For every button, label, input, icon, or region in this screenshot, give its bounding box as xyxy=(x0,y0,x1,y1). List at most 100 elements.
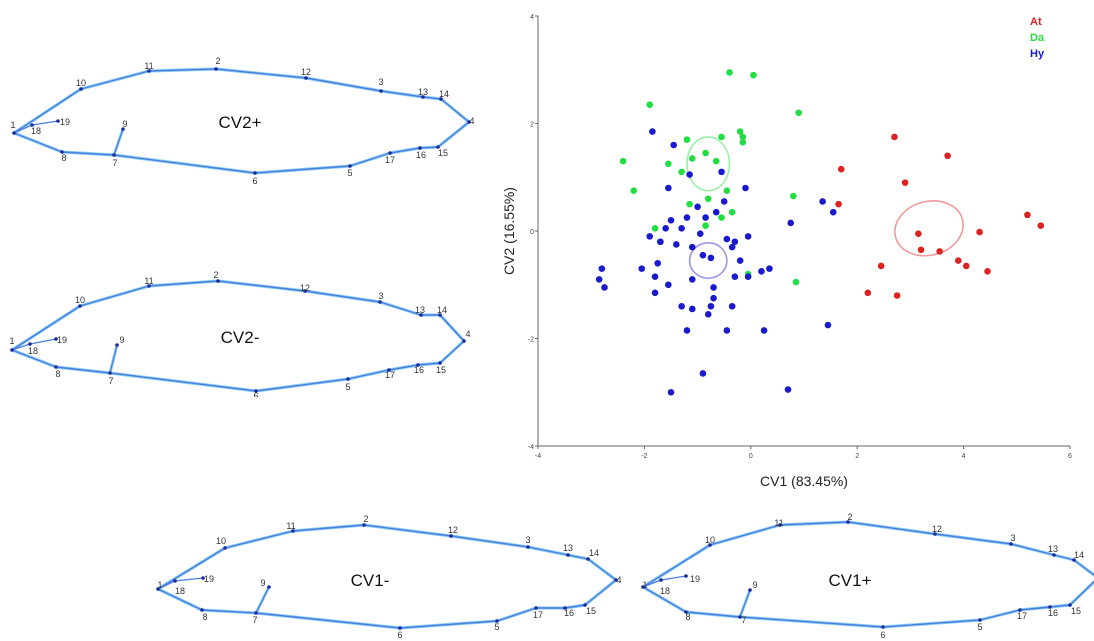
landmark-label-13: 13 xyxy=(415,305,425,315)
legend-da: Da xyxy=(1030,32,1045,44)
point-da xyxy=(736,128,744,135)
landmark-16 xyxy=(418,146,422,150)
landmark-8 xyxy=(684,610,688,614)
point-hy xyxy=(702,214,709,221)
landmark-7 xyxy=(112,153,116,157)
landmark-label-14: 14 xyxy=(439,89,449,99)
point-hy xyxy=(662,225,669,232)
point-hy xyxy=(638,265,646,272)
landmark-14 xyxy=(1072,558,1076,562)
segment-7-9 xyxy=(255,586,270,614)
landmark-17 xyxy=(534,606,538,610)
segment-18-19 xyxy=(29,338,57,345)
landmark-label-3: 3 xyxy=(378,291,383,301)
landmark-label-18: 18 xyxy=(660,586,670,596)
point-da xyxy=(792,278,800,286)
landmark-label-19: 19 xyxy=(690,574,700,584)
landmark-label-10: 10 xyxy=(216,536,226,546)
x-tick-label: -2 xyxy=(641,453,647,460)
landmark-label-19: 19 xyxy=(60,117,70,127)
landmark-7 xyxy=(738,615,742,619)
point-hy xyxy=(649,128,656,135)
point-hy xyxy=(704,311,712,318)
point-hy xyxy=(819,198,826,205)
point-da xyxy=(739,133,747,141)
landmark-18 xyxy=(659,578,663,582)
landmark-5 xyxy=(495,619,499,623)
confidence-ellipse-at xyxy=(894,200,964,257)
landmark-18 xyxy=(30,123,34,127)
landmark-label-16: 16 xyxy=(1048,608,1058,618)
x-axis-label: CV1 (83.45%) xyxy=(760,473,848,489)
y-axis-label: CV2 (16.55%) xyxy=(501,187,517,275)
landmark-label-3: 3 xyxy=(378,77,383,87)
segment-18-19 xyxy=(174,577,204,582)
landmark-2 xyxy=(214,67,218,71)
point-hy xyxy=(657,238,664,246)
point-hy xyxy=(678,302,685,310)
landmark-17 xyxy=(388,151,392,155)
landmark-label-3: 3 xyxy=(1010,533,1015,543)
point-at xyxy=(1024,211,1031,219)
landmark-1 xyxy=(156,587,160,591)
shape-title: CV2- xyxy=(221,328,260,347)
point-at xyxy=(917,246,925,254)
landmark-15 xyxy=(436,145,440,149)
point-hy xyxy=(688,305,696,313)
landmark-label-7: 7 xyxy=(108,376,113,386)
point-hy xyxy=(766,265,773,272)
point-hy xyxy=(654,259,661,267)
point-hy xyxy=(651,273,659,280)
landmark-13 xyxy=(1052,553,1056,557)
point-hy xyxy=(688,243,696,251)
point-hy xyxy=(742,184,749,192)
landmark-label-2: 2 xyxy=(363,514,368,524)
point-da xyxy=(712,157,720,165)
point-hy xyxy=(598,265,606,272)
landmark-9 xyxy=(121,127,125,131)
point-hy xyxy=(694,203,701,211)
landmark-16 xyxy=(416,363,420,367)
point-hy xyxy=(678,225,685,232)
point-at xyxy=(962,262,970,270)
point-da xyxy=(728,208,736,216)
landmark-9 xyxy=(267,585,271,589)
landmark-label-7: 7 xyxy=(252,615,257,625)
segment-18-19 xyxy=(31,120,59,126)
point-at xyxy=(901,179,909,186)
point-at xyxy=(944,152,951,160)
point-da xyxy=(702,149,709,157)
landmark-3 xyxy=(526,545,530,549)
landmark-label-9: 9 xyxy=(122,119,127,129)
point-da xyxy=(726,69,733,76)
y-tick-label: -4 xyxy=(528,444,534,451)
landmark-label-11: 11 xyxy=(774,518,783,528)
point-hy xyxy=(683,214,691,221)
y-tick-label: 2 xyxy=(530,122,534,129)
landmark-17 xyxy=(387,368,391,372)
landmark-label-9: 9 xyxy=(119,335,124,345)
landmark-16 xyxy=(563,606,567,610)
point-da xyxy=(686,200,693,208)
landmark-11 xyxy=(778,523,782,527)
point-hy xyxy=(710,294,717,302)
landmark-2 xyxy=(216,279,220,283)
landmark-label-5: 5 xyxy=(345,382,350,392)
landmark-label-5: 5 xyxy=(977,622,982,632)
point-hy xyxy=(667,388,675,396)
shape-title: CV1+ xyxy=(829,571,872,590)
landmark-label-15: 15 xyxy=(438,148,448,158)
landmark-label-11: 11 xyxy=(144,276,153,286)
x-tick-label: 6 xyxy=(1068,453,1072,460)
confidence-ellipse-da xyxy=(686,136,731,192)
point-hy xyxy=(710,284,717,291)
point-da xyxy=(651,225,659,232)
landmark-6 xyxy=(881,625,885,629)
point-hy xyxy=(707,302,715,310)
point-hy xyxy=(683,327,691,334)
landmark-label-6: 6 xyxy=(253,391,258,397)
landmark-16 xyxy=(1048,605,1052,609)
landmark-label-1: 1 xyxy=(9,336,14,346)
landmark-label-8: 8 xyxy=(61,153,66,163)
landmark-3 xyxy=(379,89,383,93)
